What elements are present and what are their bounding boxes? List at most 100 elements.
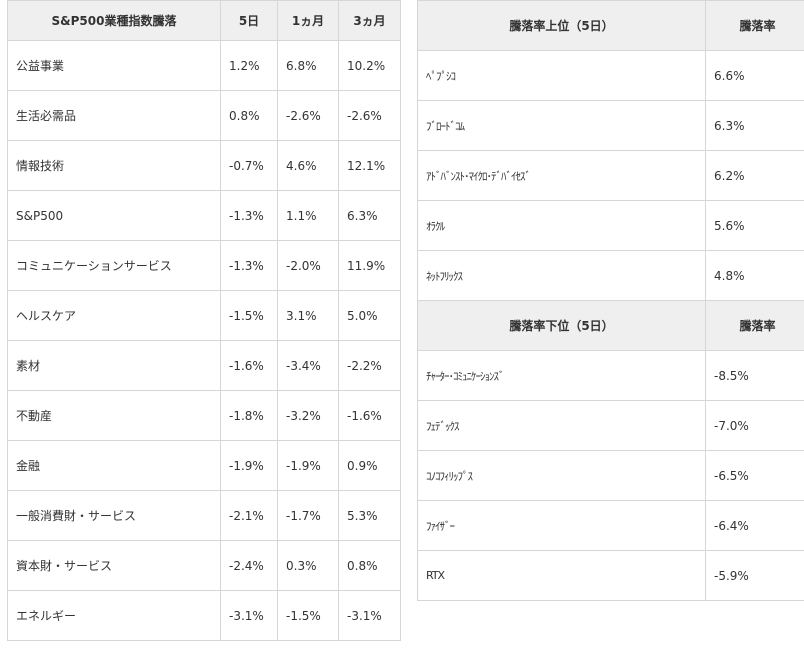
- gainers-header-rate: 騰落率: [705, 0, 804, 51]
- stock-rate: -6.5%: [705, 450, 804, 501]
- change-1m: -1.9%: [277, 440, 339, 491]
- change-3m: -2.6%: [338, 90, 401, 141]
- change-5d: -1.3%: [220, 240, 278, 291]
- table-row: 一般消費財・サービス -2.1% -1.7% 5.3%: [7, 490, 401, 541]
- gainers-header-row: 騰落率上位（5日） 騰落率: [417, 0, 804, 51]
- change-5d: -0.7%: [220, 140, 278, 191]
- stock-rate: 6.3%: [705, 100, 804, 151]
- stock-rate: 4.8%: [705, 250, 804, 301]
- table-row: ヘルスケア -1.5% 3.1% 5.0%: [7, 290, 401, 341]
- change-1m: 4.6%: [277, 140, 339, 191]
- stock-rate: 6.6%: [705, 50, 804, 101]
- stock-name: ﾈｯﾄﾌﾘｯｸｽ: [417, 250, 706, 301]
- losers-header-name: 騰落率下位（5日）: [417, 300, 706, 351]
- table-row: 情報技術 -0.7% 4.6% 12.1%: [7, 140, 401, 191]
- table-row: 資本財・サービス -2.4% 0.3% 0.8%: [7, 540, 401, 591]
- change-3m: 11.9%: [338, 240, 401, 291]
- column-header-sector: S&P500業種指数騰落: [7, 0, 221, 41]
- change-5d: -3.1%: [220, 590, 278, 641]
- table-row: ﾌｧｲｻﾞｰ -6.4%: [417, 500, 804, 551]
- sector-name: 情報技術: [7, 140, 221, 191]
- stock-rate: 5.6%: [705, 200, 804, 251]
- change-3m: 5.0%: [338, 290, 401, 341]
- change-5d: -1.5%: [220, 290, 278, 341]
- sector-name: 不動産: [7, 390, 221, 441]
- change-1m: -1.7%: [277, 490, 339, 541]
- table-row: 金融 -1.9% -1.9% 0.9%: [7, 440, 401, 491]
- change-5d: -1.3%: [220, 190, 278, 241]
- change-1m: 3.1%: [277, 290, 339, 341]
- change-5d: -1.9%: [220, 440, 278, 491]
- change-3m: 0.8%: [338, 540, 401, 591]
- change-3m: 10.2%: [338, 40, 401, 91]
- stock-rate: 6.2%: [705, 150, 804, 201]
- stock-name: ｱﾄﾞﾊﾞﾝｽﾄ･ﾏｲｸﾛ･ﾃﾞﾊﾞｲｾｽﾞ: [417, 150, 706, 201]
- sector-name: 金融: [7, 440, 221, 491]
- table-row: ﾁｬｰﾀｰ･ｺﾐｭﾆｹｰｼｮﾝｽﾞ -8.5%: [417, 350, 804, 401]
- change-3m: -2.2%: [338, 340, 401, 391]
- change-1m: 6.8%: [277, 40, 339, 91]
- sector-name: 生活必需品: [7, 90, 221, 141]
- gainers-header-name: 騰落率上位（5日）: [417, 0, 706, 51]
- stock-rate: -6.4%: [705, 500, 804, 551]
- stock-name: ｵﾗｸﾙ: [417, 200, 706, 251]
- change-3m: 0.9%: [338, 440, 401, 491]
- table-header-row: S&P500業種指数騰落 5日 1ヵ月 3ヵ月: [7, 0, 401, 41]
- table-row: ｵﾗｸﾙ 5.6%: [417, 200, 804, 251]
- change-1m: 1.1%: [277, 190, 339, 241]
- stock-rate: -5.9%: [705, 550, 804, 601]
- sector-name: 公益事業: [7, 40, 221, 91]
- change-1m: -3.4%: [277, 340, 339, 391]
- column-header-5d: 5日: [220, 0, 278, 41]
- sector-name: ヘルスケア: [7, 290, 221, 341]
- table-row: 生活必需品 0.8% -2.6% -2.6%: [7, 90, 401, 141]
- change-5d: -2.1%: [220, 490, 278, 541]
- table-row: ﾍﾟﾌﾟｼｺ 6.6%: [417, 50, 804, 101]
- losers-header-row: 騰落率下位（5日） 騰落率: [417, 300, 804, 351]
- table-row: 素材 -1.6% -3.4% -2.2%: [7, 340, 401, 391]
- stock-name: ﾍﾟﾌﾟｼｺ: [417, 50, 706, 101]
- sector-name: コミュニケーションサービス: [7, 240, 221, 291]
- table-row: ﾌﾞﾛｰﾄﾞｺﾑ 6.3%: [417, 100, 804, 151]
- change-5d: -2.4%: [220, 540, 278, 591]
- stock-name: ｺﾉｺﾌｨﾘｯﾌﾟｽ: [417, 450, 706, 501]
- sector-name: 素材: [7, 340, 221, 391]
- change-5d: 0.8%: [220, 90, 278, 141]
- change-3m: -3.1%: [338, 590, 401, 641]
- stock-name: ﾁｬｰﾀｰ･ｺﾐｭﾆｹｰｼｮﾝｽﾞ: [417, 350, 706, 401]
- table-row: コミュニケーションサービス -1.3% -2.0% 11.9%: [7, 240, 401, 291]
- sector-name: エネルギー: [7, 590, 221, 641]
- change-3m: -1.6%: [338, 390, 401, 441]
- table-row: 公益事業 1.2% 6.8% 10.2%: [7, 40, 401, 91]
- sector-performance-table: S&P500業種指数騰落 5日 1ヵ月 3ヵ月 公益事業 1.2% 6.8% 10.2…: [7, 0, 401, 641]
- change-1m: -2.6%: [277, 90, 339, 141]
- change-5d: -1.6%: [220, 340, 278, 391]
- change-3m: 5.3%: [338, 490, 401, 541]
- change-5d: 1.2%: [220, 40, 278, 91]
- change-1m: -2.0%: [277, 240, 339, 291]
- table-row: RTX -5.9%: [417, 550, 804, 601]
- stock-name: ﾌﾞﾛｰﾄﾞｺﾑ: [417, 100, 706, 151]
- column-header-1m: 1ヵ月: [277, 0, 339, 41]
- column-header-3m: 3ヵ月: [338, 0, 401, 41]
- change-3m: 12.1%: [338, 140, 401, 191]
- stock-rate: -8.5%: [705, 350, 804, 401]
- sector-name: S&P500: [7, 190, 221, 241]
- sector-name: 資本財・サービス: [7, 540, 221, 591]
- losers-header-rate: 騰落率: [705, 300, 804, 351]
- change-1m: -3.2%: [277, 390, 339, 441]
- table-row: エネルギー -3.1% -1.5% -3.1%: [7, 590, 401, 641]
- table-row: ﾈｯﾄﾌﾘｯｸｽ 4.8%: [417, 250, 804, 301]
- table-row: ｱﾄﾞﾊﾞﾝｽﾄ･ﾏｲｸﾛ･ﾃﾞﾊﾞｲｾｽﾞ 6.2%: [417, 150, 804, 201]
- stock-ranking-table: 騰落率上位（5日） 騰落率 ﾍﾟﾌﾟｼｺ 6.6% ﾌﾞﾛｰﾄﾞｺﾑ 6.3% ｱﾄ…: [417, 0, 804, 601]
- change-1m: 0.3%: [277, 540, 339, 591]
- change-3m: 6.3%: [338, 190, 401, 241]
- table-row: 不動産 -1.8% -3.2% -1.6%: [7, 390, 401, 441]
- stock-name: RTX: [417, 550, 706, 601]
- table-row: ｺﾉｺﾌｨﾘｯﾌﾟｽ -6.5%: [417, 450, 804, 501]
- change-5d: -1.8%: [220, 390, 278, 441]
- sector-name: 一般消費財・サービス: [7, 490, 221, 541]
- table-row: ﾌｪﾃﾞｯｸｽ -7.0%: [417, 400, 804, 451]
- change-1m: -1.5%: [277, 590, 339, 641]
- stock-name: ﾌｧｲｻﾞｰ: [417, 500, 706, 551]
